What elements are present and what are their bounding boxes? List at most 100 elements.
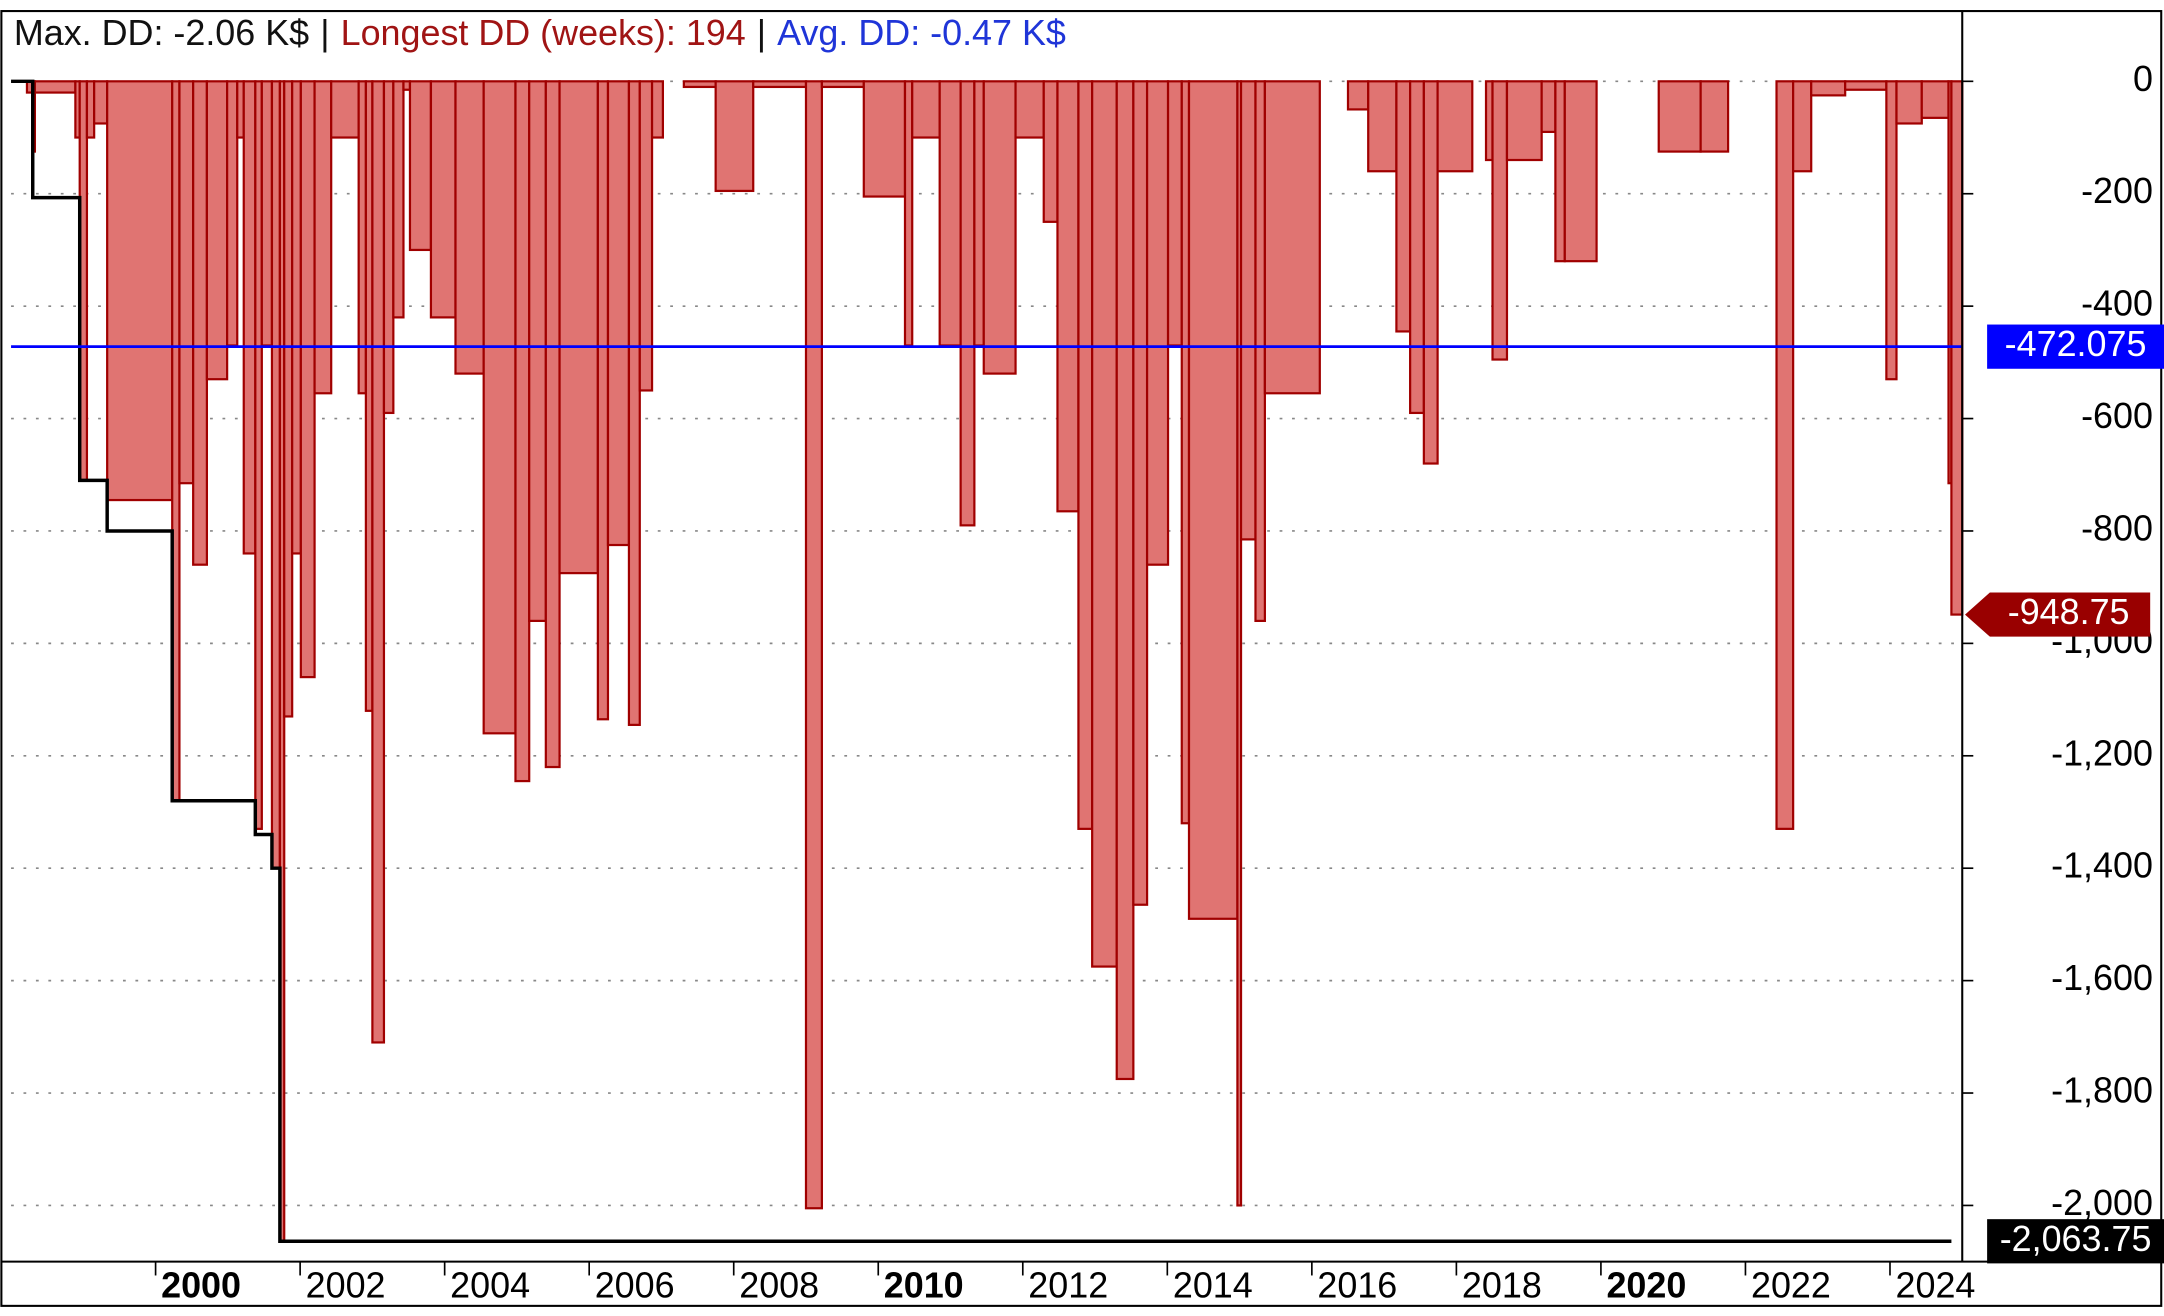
y-tick-label: 0: [2133, 58, 2153, 99]
value-flag: [1987, 1219, 2164, 1264]
x-tick-label: 2012: [1028, 1264, 1108, 1305]
drawdown-bar: [544, 80, 561, 769]
value-flag-label: -472.075: [2005, 323, 2147, 364]
drawdown-bar: [106, 80, 174, 502]
drawdown-bar: [862, 80, 907, 198]
axes: [0, 10, 2163, 1307]
drawdown-bar: [1775, 80, 1795, 830]
x-tick-label: 2016: [1317, 1264, 1397, 1305]
drawdown-bar: [192, 80, 209, 566]
drawdown-bar: [270, 80, 281, 870]
value-flag-label: -948.75: [2008, 591, 2130, 632]
drawdown-bar: [682, 80, 717, 89]
drawdown-bar: [1563, 80, 1598, 263]
drawdown-bar: [299, 80, 316, 679]
max-drawdown-line: [11, 79, 1952, 1243]
drawdown-bar: [627, 80, 641, 726]
drawdown-bar: [752, 80, 808, 89]
drawdown-bar: [1014, 80, 1045, 139]
drawdown-bar: [1263, 80, 1321, 395]
x-tick-label: 2024: [1896, 1264, 1976, 1305]
drawdown-bar: [454, 80, 485, 375]
drawdown-bar: [1540, 80, 1557, 134]
x-tick-label: 2000: [161, 1264, 241, 1305]
drawdown-bar: [1920, 80, 1950, 119]
y-tick-label: -200: [2081, 170, 2153, 211]
x-tick-label: 2008: [739, 1264, 819, 1305]
y-tick-label: -600: [2081, 395, 2153, 436]
drawdown-bar: [514, 80, 531, 783]
drawdown-bar: [959, 80, 976, 527]
drawdown-bar: [982, 80, 1017, 375]
title-part: Longest DD (weeks): 194: [341, 12, 746, 53]
title-part: Avg. DD: -0.47 K$: [777, 12, 1066, 53]
plot-area: [11, 79, 1964, 1243]
x-tick-label: 2020: [1606, 1264, 1686, 1305]
drawdown-bar: [254, 80, 263, 830]
drawdown-bar: [1810, 80, 1847, 97]
drawdown-bar: [973, 80, 985, 347]
drawdown-bar: [242, 80, 257, 555]
frame: [0, 10, 2163, 1307]
drawdown-bar: [1056, 80, 1080, 513]
drawdown-bar: [1895, 80, 1923, 125]
drawdown-bar: [1792, 80, 1813, 173]
drawdown-bar: [1699, 80, 1730, 153]
drawdown-bar: [371, 80, 386, 1044]
value-flag-label: -2,063.75: [2000, 1218, 2152, 1259]
drawdown-bar: [482, 80, 517, 735]
y-tick-label: -1,400: [2051, 845, 2153, 886]
drawdown-bar: [1077, 80, 1094, 830]
drawdown-bar: [313, 80, 333, 395]
chart-title: Max. DD: -2.06 K$ | Longest DD (weeks): 19…: [14, 12, 1066, 53]
drawdown-bar: [714, 80, 755, 193]
x-tick-label: 2004: [450, 1264, 530, 1305]
x-tick-label: 2010: [884, 1264, 964, 1305]
y-tick-label: -400: [2081, 283, 2153, 324]
drawdown-bar: [1132, 80, 1149, 906]
drawdown-bar: [1422, 80, 1439, 465]
x-tick-label: 2002: [306, 1264, 386, 1305]
drawdown-bar: [1491, 80, 1509, 361]
drawdown-bar: [558, 80, 599, 575]
drawdown-bar: [178, 80, 195, 485]
drawdown-bar: [226, 80, 239, 347]
drawdown-bar: [429, 80, 457, 319]
title-part: Max. DD: -2.06 K$: [14, 12, 309, 53]
drawdown-bar: [1367, 80, 1398, 173]
drawdown-bar: [1187, 80, 1239, 920]
drawdown-bar: [1236, 80, 1243, 1207]
x-tick-label: 2018: [1462, 1264, 1542, 1305]
drawdown-bar: [820, 80, 865, 89]
y-tick-label: -800: [2081, 507, 2153, 548]
drawdown-bar: [1042, 80, 1059, 223]
drawdown-bar: [938, 80, 962, 347]
drawdown-bar: [205, 80, 229, 381]
drawdown-bar: [1505, 80, 1543, 162]
x-tick-label: 2022: [1751, 1264, 1831, 1305]
drawdown-bar: [1254, 80, 1266, 623]
drawdown-bar: [911, 80, 941, 139]
x-tick-label: 2014: [1173, 1264, 1253, 1305]
y-tick-label: -1,800: [2051, 1070, 2153, 1111]
drawdown-bar: [638, 80, 654, 392]
drawdown-bar: [1657, 80, 1702, 153]
drawdown-bar: [1844, 80, 1888, 91]
drawdown-bar: [260, 80, 274, 347]
title-separator: |: [320, 12, 329, 53]
y-tick-label: -2,000: [2051, 1182, 2153, 1223]
value-flag: [1965, 592, 2151, 637]
drawdown-bar: [382, 80, 395, 415]
drawdown-bar: [1885, 80, 1898, 381]
drawdown-bar: [1395, 80, 1412, 333]
drawdown-bar: [1239, 80, 1257, 541]
drawdown-bar: [1115, 80, 1135, 1081]
drawdown-bar: [1091, 80, 1118, 968]
drawdown-bar: [1554, 80, 1566, 263]
drawdown-bar: [804, 80, 823, 1210]
drawdown-bar: [93, 80, 109, 125]
drawdown-bar: [392, 80, 405, 319]
y-tick-label: -1,200: [2051, 732, 2153, 773]
labels: 0-200-400-600-800-1,000-1,200-1,400-1,60…: [154, 58, 2164, 1305]
